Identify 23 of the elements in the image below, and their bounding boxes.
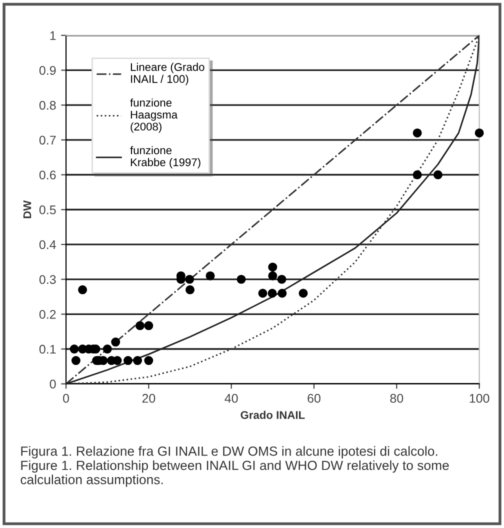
x-tick-label: 20 [142, 394, 156, 403]
legend-label: funzione Haagsma (2008) [130, 98, 178, 133]
legend-label: funzione Krabbe (1997) [130, 146, 200, 168]
y-tick-label: 0.8 [39, 100, 56, 110]
x-tick-label: 80 [390, 394, 404, 403]
x-axis-title: Grado INAIL [240, 410, 305, 419]
legend-label: Lineare (Grado INAIL / 100) [130, 62, 204, 86]
y-tick-label: 0.6 [39, 170, 56, 180]
x-tick-label: 60 [308, 394, 320, 403]
x-tick-label: 0 [63, 394, 70, 403]
y-tick-label: 1 [50, 31, 56, 40]
y-tick-label: 0.1 [39, 344, 56, 354]
y-tick-label: 0.5 [39, 205, 56, 214]
y-tick-label: 0.9 [39, 66, 56, 75]
x-tick-label: 100 [470, 394, 490, 403]
x-tick-label: 40 [224, 394, 238, 403]
text: Figura 1. Relazione fra GI INAIL e DW OMS in alcune ipotesi di calcolo. Figure 1. Relationship between INAIL GI and WHO DW relatively to some calculation assumptions. [20, 446, 449, 487]
y-tick-label: 0 [50, 380, 56, 389]
y-tick-label: 0.4 [39, 240, 56, 250]
y-tick-label: 0.3 [39, 275, 56, 284]
y-tick-label: 0.2 [39, 310, 56, 319]
y-axis-title: DW [23, 200, 32, 218]
y-tick-label: 0.7 [39, 136, 56, 145]
